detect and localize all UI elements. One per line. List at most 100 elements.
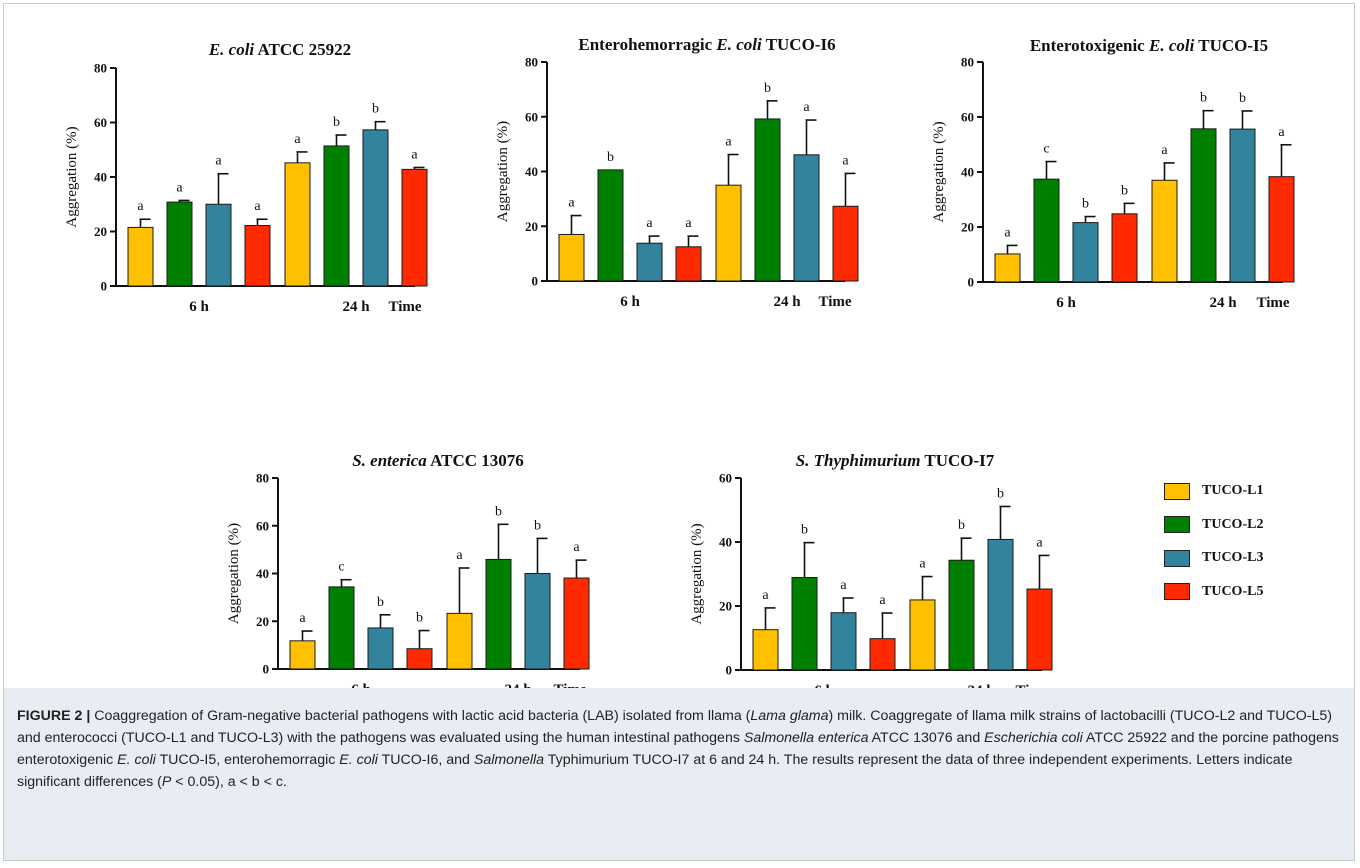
significance-letter: b	[495, 504, 502, 519]
chart-title-part: Enterohemorragic	[578, 35, 716, 54]
caption-segment: Salmonella	[473, 752, 545, 768]
legend-label: TUCO-L1	[1202, 483, 1264, 498]
significance-letter: a	[762, 588, 769, 603]
bar-tuco-l2-24h	[323, 145, 350, 287]
bar-tuco-l3-6h	[367, 627, 394, 670]
significance-letter: a	[840, 578, 847, 593]
y-tick-label: 40	[94, 170, 107, 185]
y-tick-label: 0	[968, 275, 975, 290]
y-tick-label: 20	[256, 614, 269, 629]
bar-tuco-l5-24h	[1268, 176, 1295, 283]
significance-letter: c	[1043, 142, 1049, 157]
significance-letter: a	[137, 199, 144, 214]
y-tick-label: 60	[961, 110, 974, 125]
bar-tuco-l5-6h	[244, 225, 271, 287]
figure-frame	[3, 3, 1355, 861]
caption-segment: Lama glama	[750, 708, 829, 724]
chart-title-part: E. coli	[208, 40, 255, 59]
legend: TUCO-L1 TUCO-L2 TUCO-L3 TUCO-L5	[1164, 480, 1324, 614]
significance-letter: b	[1200, 91, 1207, 106]
caption-segment: Typhimurium TUCO-I7 at 6 and 24 h. The r…	[17, 752, 1293, 790]
y-tick-label: 80	[256, 471, 269, 486]
significance-letter: a	[1161, 143, 1168, 158]
figure-label: FIGURE 2 |	[17, 708, 91, 724]
caption-body: Coaggregation of Gram-negative bacterial…	[17, 708, 1339, 790]
bar-tuco-l1-24h	[715, 184, 742, 282]
significance-letter: b	[416, 611, 423, 626]
figure-caption: FIGURE 2 | Coaggregation of Gram-negativ…	[17, 705, 1342, 793]
caption-segment: P	[161, 774, 172, 790]
legend-item: TUCO-L2	[1164, 514, 1324, 536]
bar-tuco-l5-6h	[675, 246, 702, 282]
y-axis-label: Aggregation (%)	[495, 121, 511, 222]
bar-tuco-l1-24h	[446, 612, 473, 670]
y-axis-label: Aggregation (%)	[226, 523, 242, 624]
significance-letter: a	[725, 135, 732, 150]
y-tick-label: 0	[532, 274, 539, 289]
caption-segment: E. coli	[339, 752, 378, 768]
chart-title-part: ATCC 25922	[254, 40, 351, 59]
bar-tuco-l5-24h	[1026, 588, 1053, 671]
legend-item: TUCO-L5	[1164, 581, 1324, 603]
y-tick-label: 80	[525, 55, 538, 70]
bar-tuco-l1-6h	[127, 226, 154, 287]
x-axis-label: Time	[388, 299, 421, 315]
legend-item: TUCO-L1	[1164, 480, 1324, 502]
significance-letter: b	[607, 150, 614, 165]
significance-letter: a	[803, 100, 810, 115]
y-tick-label: 80	[961, 55, 974, 70]
y-tick-label: 20	[719, 599, 732, 614]
bar-tuco-l3-6h	[1072, 222, 1099, 283]
y-tick-label: 60	[256, 518, 269, 533]
caption-segment: TUCO-I6, and	[377, 752, 474, 768]
x-category-label: 6 h	[189, 299, 209, 315]
significance-letter: c	[338, 560, 344, 575]
significance-letter: b	[372, 102, 379, 117]
caption-segment: < 0.05), a < b < c.	[171, 774, 287, 790]
chart-panel: S. enterica ATCC 13076 0 20 40 60 80 Aggregati…	[226, 451, 590, 698]
significance-letter: b	[534, 518, 541, 533]
bar-tuco-l3-24h	[362, 129, 389, 287]
significance-letter: a	[646, 216, 653, 231]
y-tick-label: 40	[256, 566, 269, 581]
y-tick-label: 40	[525, 164, 538, 179]
bar-tuco-l3-6h	[830, 612, 857, 671]
significance-letter: a	[176, 180, 183, 195]
chart-title-part: Enterotoxigenic	[1030, 36, 1149, 55]
chart-title-part: S. enterica	[352, 451, 427, 470]
bar-tuco-l3-6h	[636, 242, 663, 282]
bar-tuco-l1-6h	[558, 233, 585, 282]
caption-segment: Salmonella enterica	[743, 730, 869, 746]
significance-letter: a	[294, 132, 301, 147]
bar-tuco-l5-6h	[1111, 213, 1138, 283]
chart-panel: E. coli ATCC 25922 0 20 40 60 80 Aggregation (…	[64, 40, 428, 315]
significance-letter: b	[377, 595, 384, 610]
chart-title-part: TUCO-I6	[762, 35, 836, 54]
y-tick-label: 60	[94, 115, 107, 130]
bar-tuco-l2-6h	[166, 201, 193, 287]
figure-caption-box: FIGURE 2 | Coaggregation of Gram-negativ…	[4, 688, 1354, 860]
bar-tuco-l2-6h	[328, 586, 355, 670]
significance-letter: a	[1036, 535, 1043, 550]
significance-letter: a	[919, 557, 926, 572]
chart-title-part: E. coli	[715, 35, 762, 54]
significance-letter: b	[1082, 197, 1089, 212]
bar-tuco-l5-6h	[869, 638, 896, 671]
legend-swatch-l5	[1164, 583, 1190, 600]
chart-title: S. enterica ATCC 13076	[352, 451, 524, 470]
caption-segment: Coaggregation of Gram-negative bacterial…	[90, 708, 751, 724]
caption-segment: Escherichia coli	[984, 730, 1083, 746]
x-category-label: 6 h	[620, 294, 640, 310]
significance-letter: b	[1121, 183, 1128, 198]
bar-tuco-l1-6h	[994, 253, 1021, 283]
chart-title-part: ATCC 13076	[427, 451, 524, 470]
chart-panel: S. Thyphimurium TUCO-I7 0 20 40 60 Aggregatio…	[689, 451, 1053, 699]
y-tick-label: 0	[263, 662, 270, 677]
chart-panel: Enterohemorragic E. coli TUCO-I6 0 20 40 60 8…	[495, 35, 859, 310]
significance-letter: a	[842, 153, 849, 168]
y-axis-label: Aggregation (%)	[931, 121, 947, 222]
chart-title: E. coli ATCC 25922	[208, 40, 351, 59]
y-tick-label: 0	[726, 663, 733, 678]
bar-tuco-l5-24h	[401, 168, 428, 287]
y-axis-label: Aggregation (%)	[689, 523, 705, 624]
